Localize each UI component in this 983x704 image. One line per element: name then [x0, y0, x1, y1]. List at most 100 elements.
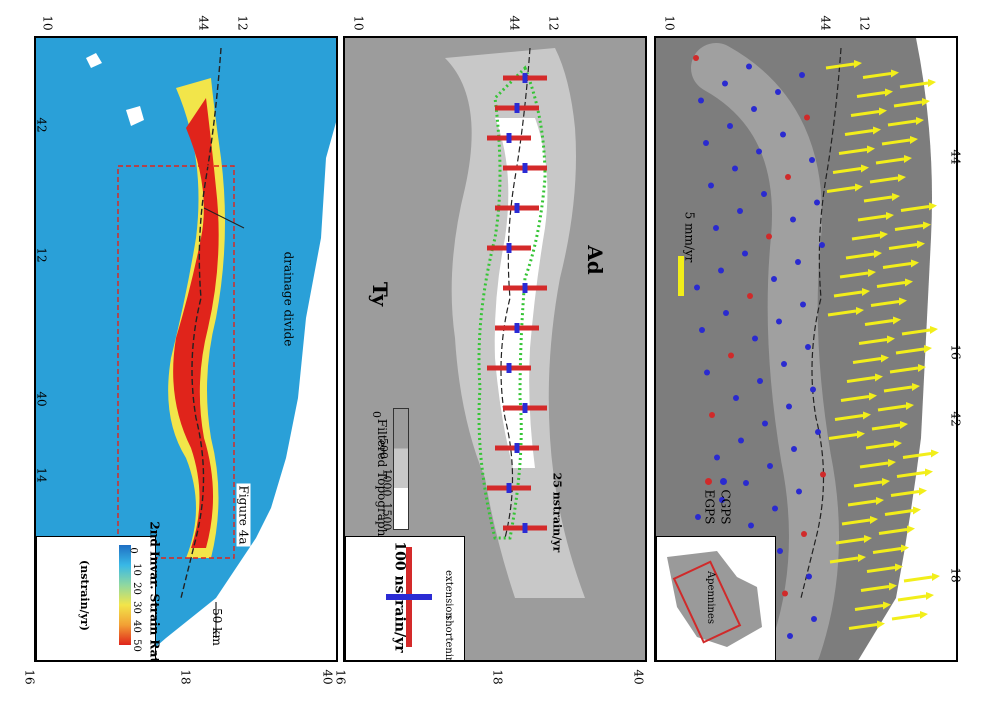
velocity-arrow [852, 357, 882, 364]
top-tick-label: 44 [818, 15, 833, 31]
gps-station [800, 301, 806, 308]
gps-station [694, 284, 700, 291]
velocity-arrow [869, 176, 899, 184]
strain-crosses-legend: 100 nstrain/yr extension shortening [345, 536, 465, 662]
gps-station [695, 514, 701, 520]
gps-station [742, 250, 748, 257]
velocity-arrowhead [881, 354, 889, 363]
velocity-arrowhead [887, 335, 895, 344]
velocity-arrowhead [876, 497, 884, 505]
lat-tick-label: 18 [948, 567, 963, 583]
velocity-arrow [835, 537, 865, 545]
velocity-arrowhead [873, 126, 881, 135]
velocity-arrowhead [857, 430, 865, 439]
lat-tick-label: 42 [948, 411, 963, 427]
gps-station [703, 140, 709, 146]
velocity-arrow [884, 509, 914, 516]
gps-station [804, 114, 810, 121]
bottom-tick-label: 40 [631, 669, 646, 685]
velocity-arrowhead [924, 345, 932, 353]
velocity-arrow [903, 575, 933, 583]
drainage-divide-line [800, 47, 842, 599]
velocity-arrowhead [905, 278, 913, 287]
strain-legend-tick: 50 [130, 639, 142, 652]
gps-station [805, 344, 811, 350]
velocity-arrowhead [874, 250, 882, 258]
gps-station [819, 242, 825, 248]
high-strain-zone [173, 98, 219, 548]
gps-station [801, 531, 807, 537]
velocity-arrow [825, 62, 855, 70]
gps-station [796, 488, 802, 495]
velocity-arrow [888, 243, 918, 250]
velocity-arrowhead [888, 459, 896, 467]
velocity-arrowhead [928, 79, 936, 87]
shortening-label: shortening [442, 615, 454, 662]
velocity-arrow [838, 148, 868, 155]
tyrrhenian-label: Ty [368, 281, 393, 307]
velocity-arrowhead [920, 611, 928, 619]
velocity-arrow [882, 262, 912, 269]
velocity-arrow [870, 300, 900, 307]
velocity-arrow [832, 167, 862, 174]
lat-tick-label: 16 [948, 344, 963, 360]
topo-legend-bar [393, 408, 409, 530]
strain-legend-tick: 0 [127, 547, 139, 554]
velocity-arrow [854, 604, 884, 611]
velocity-arrow [871, 423, 901, 431]
velocity-arrowhead [919, 487, 927, 496]
gps-station [790, 216, 796, 223]
velocity-arrowhead [929, 202, 937, 211]
strain-rate-legend: 2nd Invar. Strain Rate (nstrain/yr) 0 10 2… [36, 521, 162, 660]
velocity-arrowhead [892, 193, 900, 201]
velocity-arrow [883, 385, 913, 393]
cgps-legend-label: CGPS [718, 489, 733, 525]
gps-station [777, 548, 783, 554]
gps-station [718, 267, 724, 274]
gps-station [714, 454, 720, 461]
velocity-arrow [902, 452, 932, 459]
gps-station [772, 505, 778, 512]
gps-station [727, 123, 733, 129]
velocity-arrow [878, 528, 908, 535]
gps-station [756, 148, 762, 155]
velocity-arrow [834, 414, 864, 421]
gps-station [782, 590, 788, 597]
top-tick-label: 44 [507, 15, 522, 31]
strain-colorbar [119, 545, 131, 645]
bottom-tick-label: 16 [22, 669, 37, 685]
velocity-arrowhead [893, 316, 901, 325]
gps-station [757, 378, 763, 384]
gps-station [795, 259, 801, 265]
figure-4a-box [117, 165, 235, 559]
gps-station [785, 174, 791, 180]
velocity-arrowhead [883, 601, 891, 610]
velocity-arrowhead [885, 88, 893, 97]
velocity-arrowhead [911, 259, 919, 268]
gps-station [698, 97, 704, 104]
shortening-bar [386, 594, 432, 600]
velocity-arrow [900, 205, 930, 212]
gps-station [713, 225, 719, 231]
velocity-arrowhead [926, 592, 934, 600]
scale-bar-label: 50 km [209, 608, 224, 646]
velocity-arrow [890, 490, 920, 497]
gps-station [747, 293, 753, 299]
velocity-arrowhead [867, 145, 875, 154]
gps-station [748, 522, 754, 529]
velocity-arrowhead [930, 326, 938, 334]
velocity-arrow [893, 100, 923, 108]
velocity-arrow [827, 309, 857, 317]
topo-legend-tick: 1500 [380, 502, 394, 531]
velocity-arrow [826, 186, 856, 193]
gps-station [799, 72, 805, 78]
drainage-divide-line [180, 47, 222, 599]
inset-apennines-label: Apennines [705, 570, 717, 625]
gps-station [737, 208, 743, 214]
contour-25-label: 25 nstrain/yr [550, 472, 564, 553]
velocity-arrowhead [916, 117, 924, 125]
gps-station [809, 157, 815, 163]
gps-station [708, 182, 714, 189]
gps-station [767, 463, 773, 469]
bottom-tick-label: 40 [320, 669, 335, 685]
